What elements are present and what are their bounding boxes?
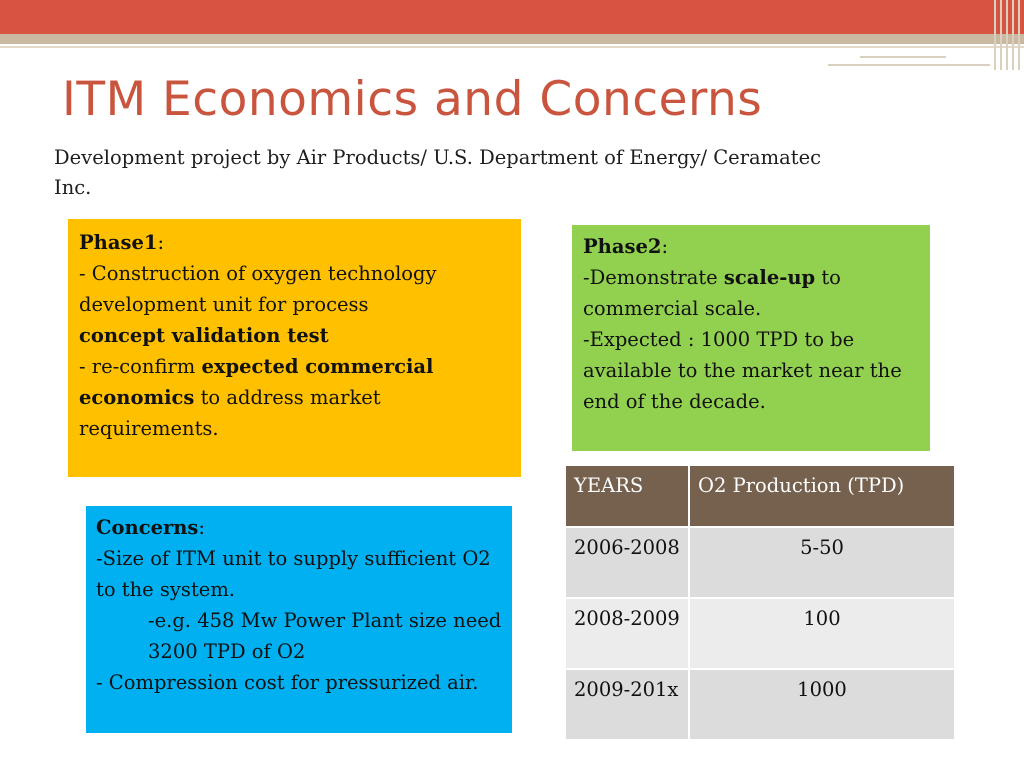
concerns-line3: - Compression cost for pressurized air. (96, 671, 479, 694)
slide-subtitle: Development project by Air Products/ U.S… (54, 146, 822, 199)
decorative-line (828, 64, 990, 66)
phase1-box: Phase1: - Construction of oxygen technol… (68, 219, 521, 477)
concerns-heading: Concerns (96, 516, 199, 539)
phase1-line2: concept validation test (79, 324, 329, 347)
production-table: YEARS O2 Production (TPD) 2006-2008 5-50… (564, 464, 956, 741)
decorative-stripes (990, 0, 1024, 70)
phase1-colon: : (157, 231, 165, 254)
phase2-colon: : (661, 235, 669, 258)
phase2-box: Phase2: -Demonstrate scale-up to commerc… (572, 225, 930, 451)
table-header-row: YEARS O2 Production (TPD) (564, 464, 956, 528)
concerns-line2: -e.g. 458 Mw Power Plant size need 3200 … (148, 609, 502, 663)
phase1-line3-bold: expected commercial economics (79, 355, 434, 409)
header-band-line (0, 46, 1024, 48)
decorative-line (860, 56, 946, 58)
table-header-production: O2 Production (TPD) (688, 464, 956, 528)
phase1-line3-pre: - re-confirm (79, 355, 202, 378)
phase2-line1: -Demonstrate scale-up to commercial scal… (583, 262, 920, 324)
header-band-tan (0, 34, 1024, 44)
phase1-heading: Phase1 (79, 231, 158, 254)
table-cell-years: 2008-2009 (564, 597, 690, 670)
table-cell-value: 100 (688, 597, 956, 670)
phase1-line3: - re-confirm expected commercial economi… (79, 351, 511, 444)
table-cell-years: 2006-2008 (564, 526, 690, 599)
slide-title: ITM Economics and Concerns (62, 72, 763, 127)
phase1-line3-post: to address market requirements. (79, 386, 381, 440)
concerns-colon: : (198, 516, 205, 539)
table-cell-value: 5-50 (688, 526, 956, 599)
table-header-years: YEARS (564, 464, 690, 528)
phase2-heading: Phase2 (583, 235, 662, 258)
concerns-box: Concerns: -Size of ITM unit to supply su… (86, 506, 512, 733)
table-row: 2009-201x 1000 (564, 668, 956, 741)
phase1-line1: - Construction of oxygen technology deve… (79, 262, 437, 316)
phase2-line2: -Expected : 1000 TPD to be available to … (583, 328, 902, 413)
table-cell-value: 1000 (688, 668, 956, 741)
phase2-line1-bold: scale-up (723, 266, 816, 289)
phase2-line1-pre: -Demonstrate (583, 266, 724, 289)
table-row: 2008-2009 100 (564, 597, 956, 670)
phase2-line1-post: to commercial scale. (583, 266, 841, 320)
header-band-red (0, 0, 1024, 34)
table-row: 2006-2008 5-50 (564, 526, 956, 599)
concerns-line1: -Size of ITM unit to supply sufficient O… (96, 547, 491, 601)
table-cell-years: 2009-201x (564, 668, 690, 741)
